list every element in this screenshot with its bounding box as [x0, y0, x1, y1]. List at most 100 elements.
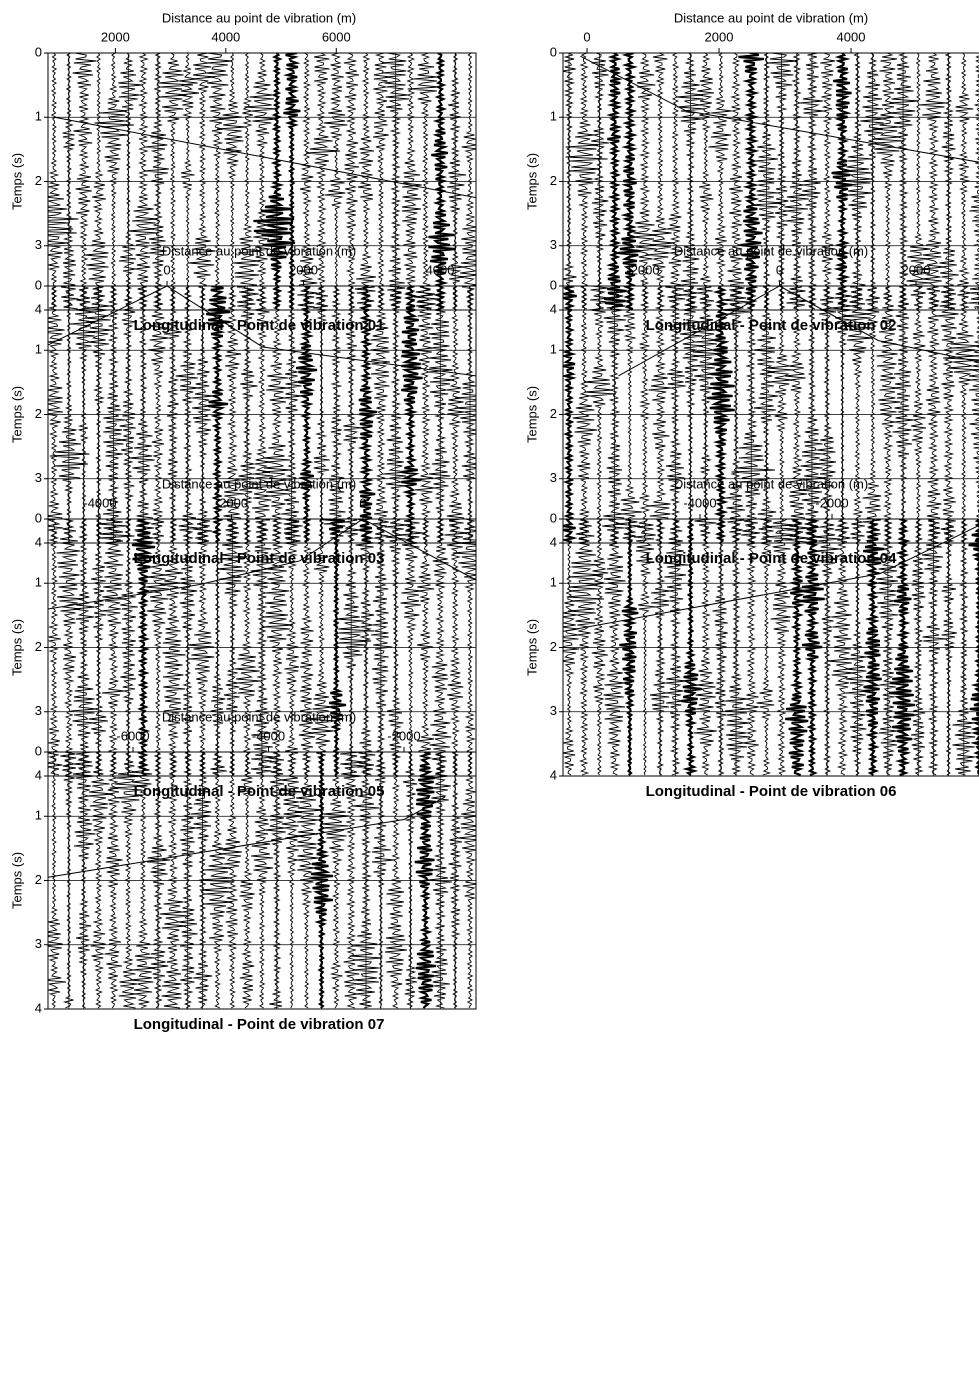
x-axis-label: Distance au point de vibration (m): [674, 243, 868, 258]
x-axis-label: Distance au point de vibration (m): [674, 10, 868, 25]
panel: 0 1 2 3 4 -4000 -2000 Distance au point de vibr…: [524, 476, 979, 800]
first-arrival-line: [47, 796, 446, 878]
seismic-trace: [56, 519, 84, 776]
plot-frame: [562, 285, 979, 544]
y-tick-label: 3: [35, 237, 42, 252]
seismic-trace: [253, 53, 296, 310]
seismic-trace: [339, 286, 363, 543]
seismic-trace: [158, 53, 193, 310]
seismic-trace: [187, 519, 215, 776]
y-axis-label: Temps (s): [524, 619, 539, 676]
seismic-trace: [800, 519, 825, 776]
y-tick-label: 3: [550, 470, 557, 485]
seismic-trace: [372, 53, 391, 310]
seismic-trace: [84, 286, 112, 543]
seismic-trace: [707, 286, 735, 543]
seismic-trace: [952, 519, 976, 776]
seismic-trace: [262, 286, 291, 543]
y-axis-label: Temps (s): [9, 153, 24, 210]
seismic-trace: [222, 286, 245, 543]
seismic-trace: [911, 519, 926, 776]
seismic-trace: [61, 53, 79, 310]
seismic-trace: [251, 752, 274, 1009]
x-tick-label: -6000: [116, 728, 149, 743]
seismic-trace: [738, 53, 765, 310]
seismic-trace: [343, 53, 360, 310]
y-axis-label: Temps (s): [9, 386, 24, 443]
seismic-trace: [457, 752, 476, 1009]
seismic-trace: [384, 752, 407, 1009]
seismic-trace: [297, 53, 318, 310]
x-tick-label: 0: [776, 262, 783, 277]
x-tick-label: 2000: [101, 29, 130, 44]
x-tick-label: 4000: [211, 29, 240, 44]
y-tick-label: 0: [35, 277, 42, 292]
seismic-trace: [371, 519, 393, 776]
seismic-trace: [647, 286, 672, 543]
y-axis-label: Temps (s): [524, 386, 539, 443]
seismic-trace: [943, 286, 979, 543]
y-tick-label: 1: [35, 808, 42, 823]
y-tick-label: 3: [35, 703, 42, 718]
seismic-trace: [603, 519, 626, 776]
seismic-trace: [210, 519, 227, 776]
seismic-trace: [205, 53, 233, 310]
y-tick-label: 2: [35, 639, 42, 654]
seismic-trace: [336, 519, 375, 776]
seismic-trace: [817, 286, 837, 543]
seismic-trace: [727, 53, 745, 310]
seismic-trace: [178, 53, 200, 310]
seismic-trace: [109, 752, 148, 1009]
seismic-trace: [320, 519, 347, 776]
seismic-trace: [724, 519, 751, 776]
seismic-trace: [968, 519, 979, 776]
seismic-trace: [665, 53, 686, 310]
seismic-trace: [887, 53, 919, 310]
x-tick-label: -2000: [387, 728, 420, 743]
seismic-trace: [414, 752, 437, 1009]
y-tick-label: 4: [550, 301, 557, 316]
seismic-trace: [219, 752, 242, 1009]
traces: [48, 53, 476, 310]
seismic-trace: [283, 53, 301, 310]
y-tick-label: 2: [35, 406, 42, 421]
seismic-trace: [955, 53, 974, 310]
seismic-trace: [840, 53, 874, 310]
seismic-trace: [119, 286, 138, 543]
seismic-trace: [94, 53, 134, 310]
x-tick-label: -2000: [215, 495, 248, 510]
seismic-trace: [235, 519, 261, 776]
y-tick-label: 3: [35, 936, 42, 951]
panel: 0 1 2 3 4 0 2000 4000 Distance au point de vibra…: [9, 243, 477, 567]
seismic-trace: [145, 519, 169, 776]
traces: [563, 519, 979, 776]
seismic-trace: [216, 519, 246, 776]
seismic-trace: [278, 752, 304, 1009]
seismic-trace: [696, 53, 715, 310]
seismic-trace: [566, 519, 605, 776]
first-arrival-line: [47, 518, 477, 610]
first-arrival-line: [47, 285, 477, 377]
seismic-trace: [84, 53, 109, 310]
seismic-trace: [968, 286, 979, 542]
first-arrival-line: [54, 116, 477, 199]
seismic-trace: [72, 752, 96, 1009]
seismic-trace: [381, 53, 410, 310]
seismic-trace: [72, 53, 97, 310]
seismic-trace: [875, 519, 900, 776]
seismic-trace: [216, 53, 246, 310]
seismic-trace: [452, 519, 476, 776]
y-tick-label: 3: [550, 703, 557, 718]
seismic-trace: [321, 752, 350, 1009]
seismic-trace: [401, 286, 423, 543]
seismic-trace: [323, 53, 348, 310]
seismic-trace: [305, 53, 341, 310]
seismic-trace: [918, 53, 946, 310]
y-tick-label: 4: [35, 301, 42, 316]
x-tick-label: -4000: [683, 495, 716, 510]
seismic-trace: [427, 752, 452, 1009]
seismic-trace: [355, 519, 376, 776]
panel: 0 1 2 3 4 2000 4000 6000 Distance au point de vi…: [9, 10, 477, 334]
y-tick-label: 2: [550, 173, 557, 188]
y-tick-label: 4: [35, 1000, 42, 1015]
